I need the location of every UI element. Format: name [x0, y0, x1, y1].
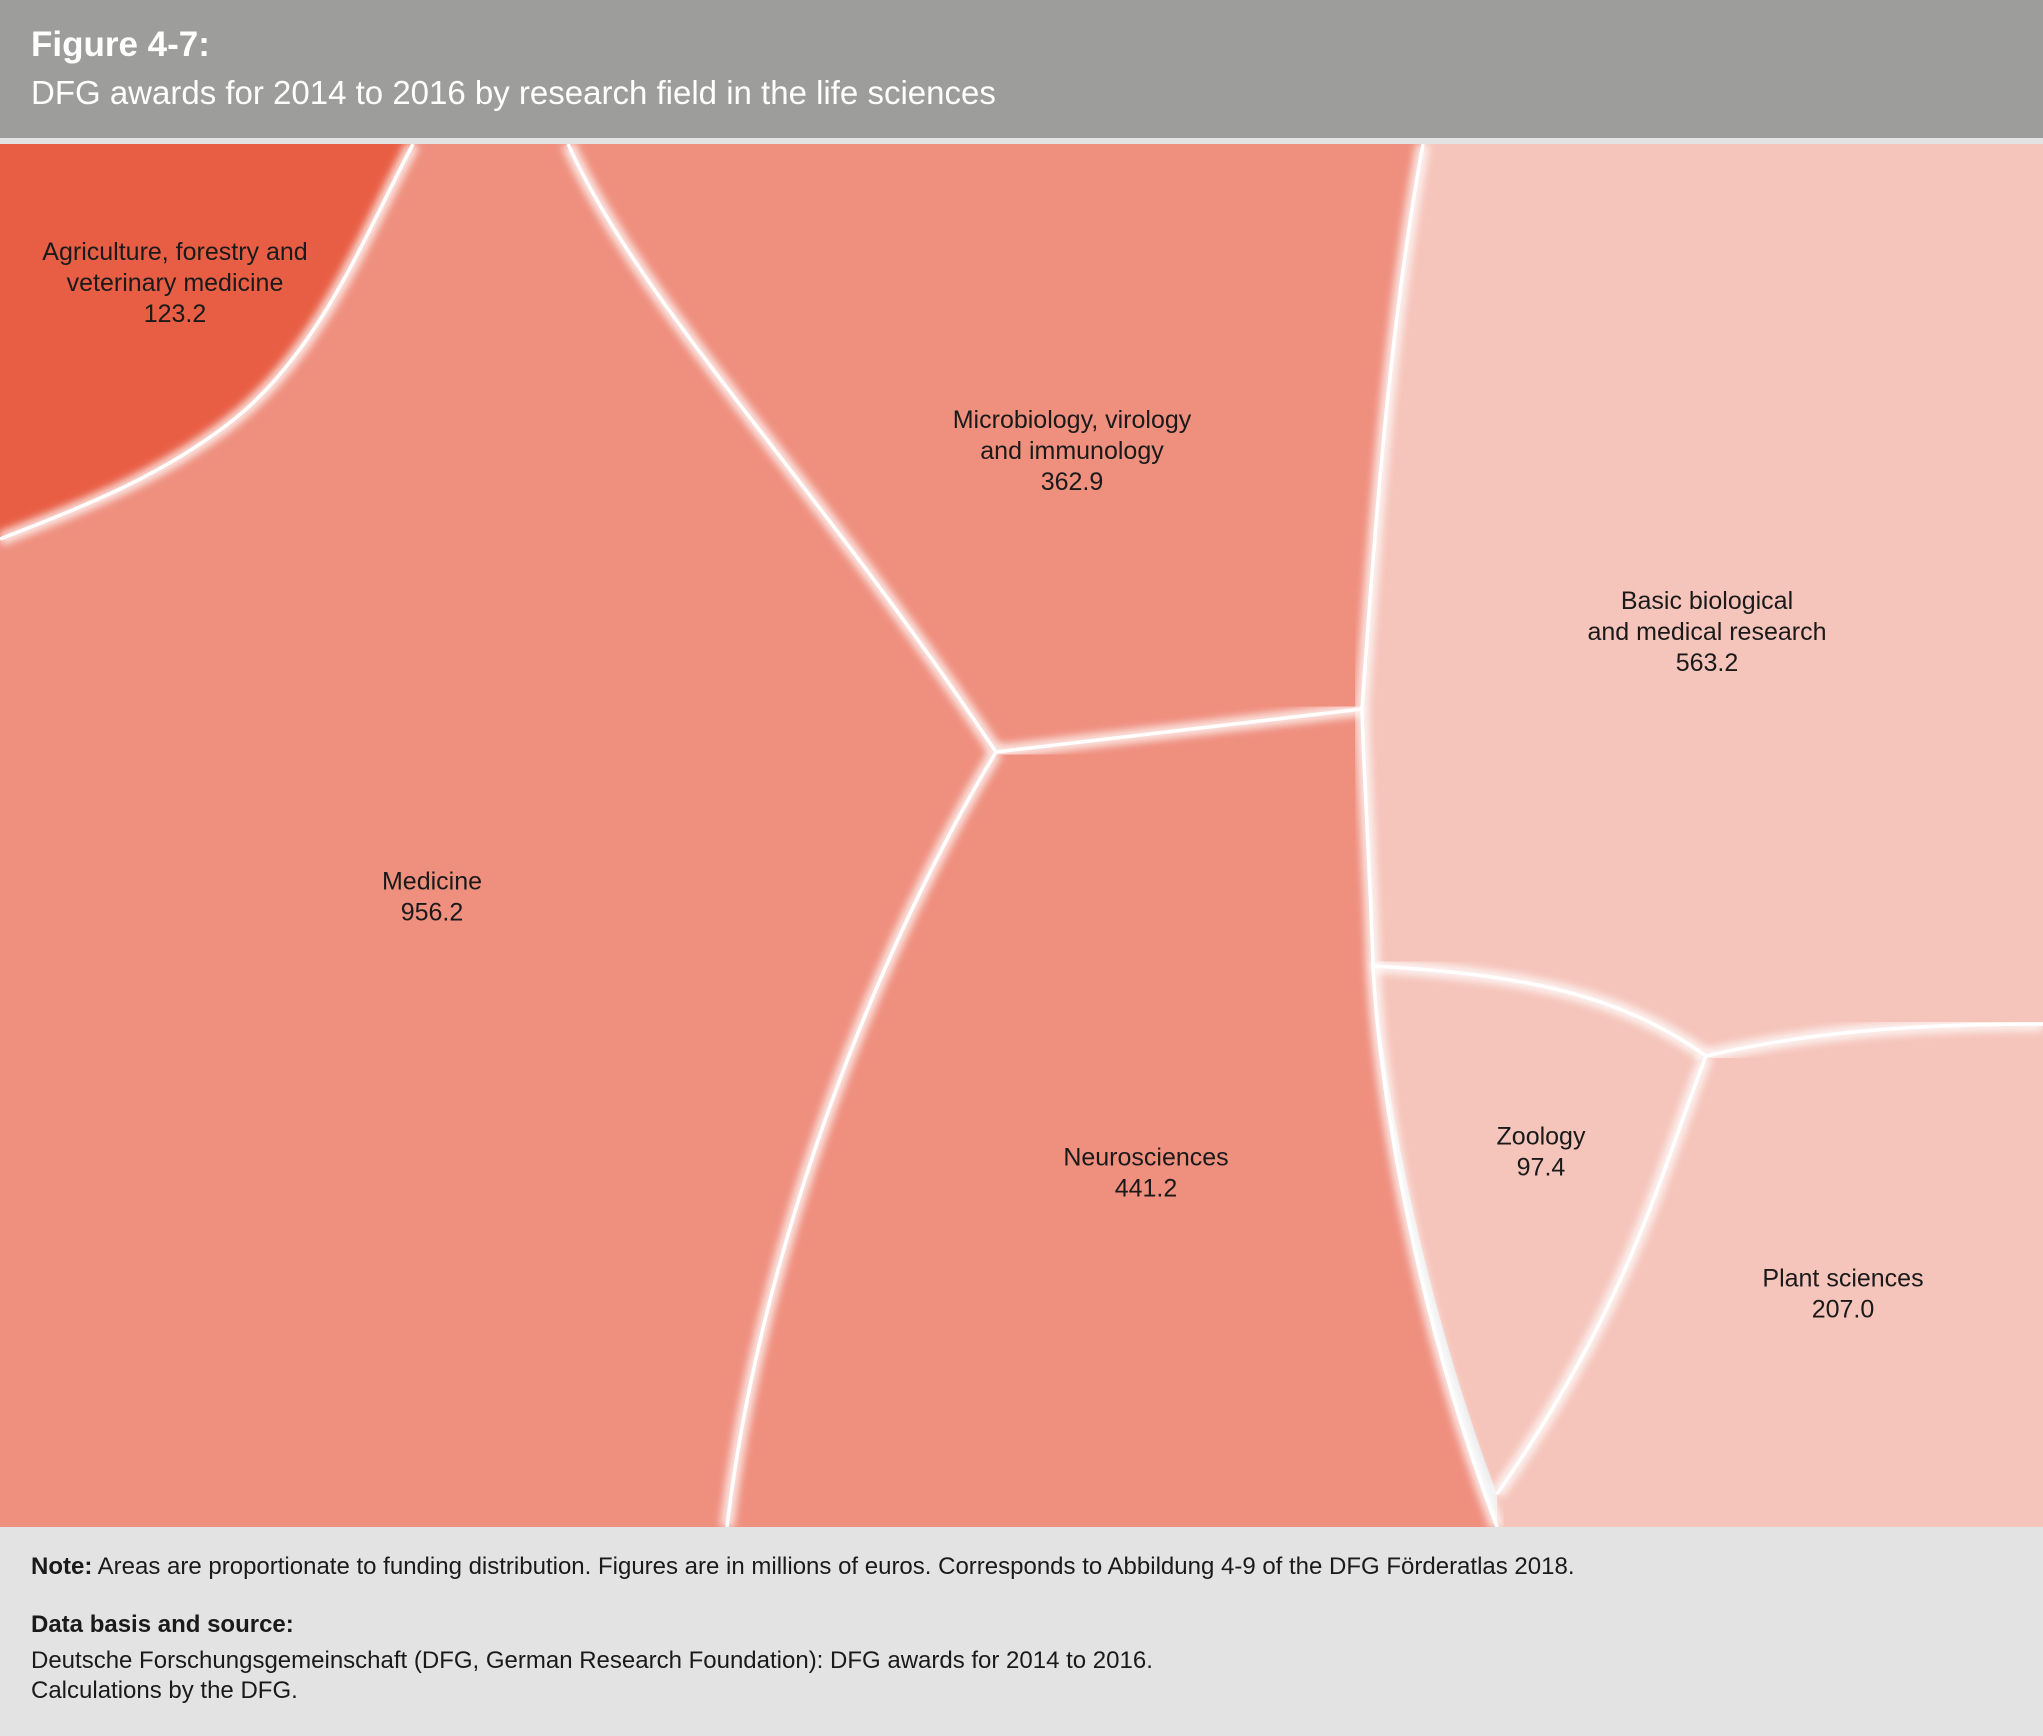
cell-name-line: and medical research — [1587, 618, 1826, 646]
cell-label-plant: Plant sciences 207.0 — [1762, 1265, 1923, 1324]
source-line-1: Deutsche Forschungsgemeinschaft (DFG, Ge… — [31, 1647, 1153, 1674]
cell-value: 207.0 — [1812, 1296, 1875, 1324]
cell-name-line: Neurosciences — [1063, 1144, 1228, 1172]
cell-border — [1705, 1022, 2043, 1058]
cell-name-line: veterinary medicine — [67, 269, 284, 297]
cell-value: 563.2 — [1676, 649, 1739, 677]
cell-microbiology — [568, 144, 1423, 752]
cell-medicine — [0, 144, 996, 1527]
figure-footer: Note: Areas are proportionate to funding… — [0, 1532, 2043, 1736]
cell-neurosciences — [727, 709, 1497, 1527]
cell-plant — [1497, 1024, 2043, 1527]
cell-border — [1372, 964, 1708, 1058]
cell-value: 123.2 — [144, 300, 207, 328]
cell-value: 956.2 — [401, 899, 464, 927]
cell-label-basic: Basic biological and medical research 563.… — [1587, 587, 1826, 677]
cell-label-medicine: Medicine 956.2 — [382, 868, 482, 927]
cell-label-zoology: Zoology 97.4 — [1497, 1123, 1586, 1182]
cell-border — [995, 707, 1363, 754]
source-line-2: Calculations by the DFG. — [31, 1677, 298, 1704]
figure-title: DFG awards for 2014 to 2016 by research … — [31, 74, 996, 111]
cell-value: 441.2 — [1115, 1175, 1178, 1203]
cell-border — [725, 751, 998, 1527]
cell-label-neurosciences: Neurosciences 441.2 — [1063, 1144, 1228, 1203]
figure-header: Figure 4-7: DFG awards for 2014 to 2016 … — [0, 0, 2043, 138]
cell-basic — [1362, 144, 2043, 1056]
cell-border — [1495, 1055, 1708, 1496]
cell-value: 362.9 — [1041, 468, 1104, 496]
cell-border — [0, 144, 415, 541]
cell-name-line: Agriculture, forestry and — [42, 238, 307, 266]
note-text: Areas are proportionate to funding distr… — [92, 1553, 1575, 1580]
cell-name-line: Zoology — [1497, 1123, 1586, 1151]
cell-name-line: and immunology — [980, 437, 1164, 465]
cell-value: 97.4 — [1517, 1154, 1566, 1182]
cell-agriculture — [0, 144, 413, 539]
note: Note: Areas are proportionate to funding… — [31, 1552, 1574, 1582]
voronoi-treemap-chart: Agriculture, forestry and veterinary medi… — [0, 144, 2043, 1527]
cell-label-agriculture: Agriculture, forestry and veterinary medi… — [42, 238, 307, 328]
cell-zoology — [1373, 966, 1706, 1494]
source-heading: Data basis and source: — [31, 1611, 294, 1638]
cell-name-line: Microbiology, virology — [953, 406, 1192, 434]
cell-border — [1360, 144, 1499, 1527]
cell-name-line: Medicine — [382, 868, 482, 896]
treemap-svg: Agriculture, forestry and veterinary medi… — [0, 144, 2043, 1527]
note-label: Note: — [31, 1553, 93, 1580]
cell-label-microbiology: Microbiology, virology and immunology 362.… — [953, 406, 1192, 496]
cell-border — [566, 144, 998, 753]
figure-label: Figure 4-7: — [31, 25, 210, 64]
cell-name-line: Plant sciences — [1762, 1265, 1923, 1293]
cell-name-line: Basic biological — [1621, 587, 1793, 615]
